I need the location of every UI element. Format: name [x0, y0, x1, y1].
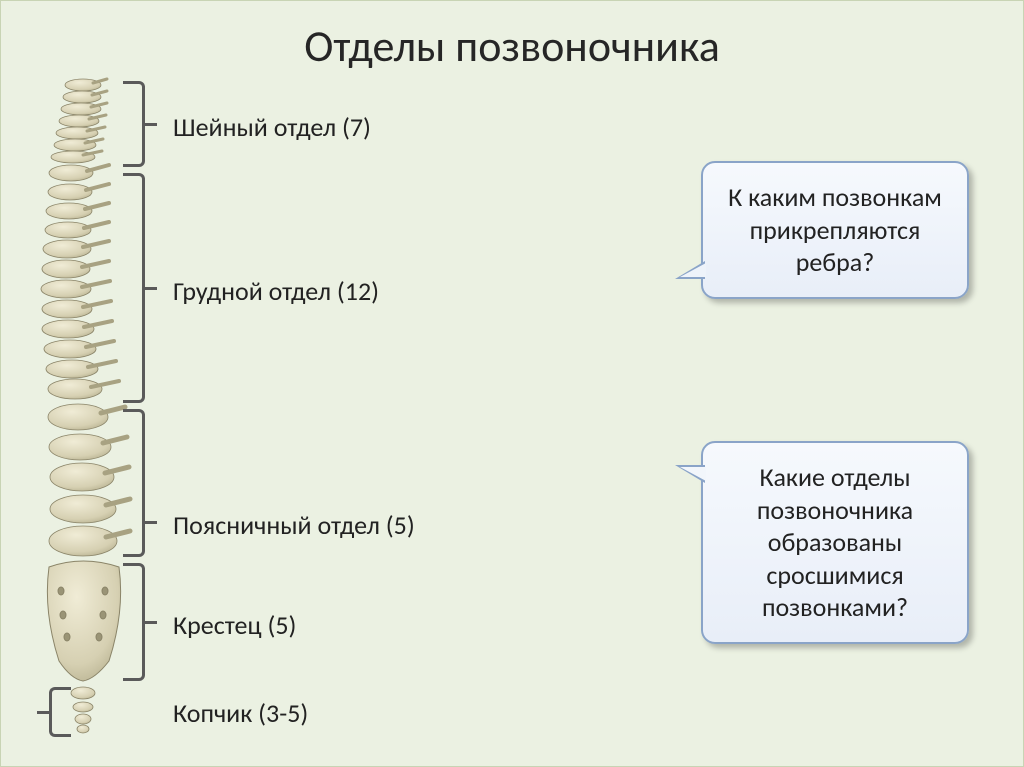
- bracket-coccyx: [49, 687, 71, 737]
- bracket-nub-sacrum: [145, 621, 157, 624]
- bracket-thoracic: [123, 173, 145, 403]
- label-sacrum: Крестец (5): [173, 609, 296, 641]
- bracket-sacrum: [123, 563, 145, 681]
- callout-fused-question: Какие отделы позвоночника образованы сро…: [701, 441, 969, 644]
- callout-text: К каким позвонкам прикрепляются ребра?: [728, 181, 942, 278]
- bracket-cervical: [123, 81, 145, 167]
- label-lumbar: Поясничный отдел (5): [173, 509, 415, 541]
- bracket-nub-lumbar: [145, 521, 157, 524]
- bracket-nub-coccyx: [37, 711, 49, 714]
- label-thoracic: Грудной отдел (12): [173, 275, 379, 307]
- label-coccyx: Копчик (3-5): [173, 697, 308, 729]
- page-title: Отделы позвоночника: [1, 19, 1023, 73]
- callout-ribs-question: К каким позвонкам прикрепляются ребра?: [701, 161, 969, 299]
- bracket-nub-thoracic: [145, 287, 157, 290]
- callout-text: Какие отделы позвоночника образованы сро…: [757, 461, 913, 623]
- bracket-nub-cervical: [145, 123, 157, 126]
- callout-tail-icon: [680, 467, 706, 481]
- label-cervical: Шейный отдел (7): [173, 111, 371, 143]
- callout-tail-icon: [680, 263, 706, 277]
- bracket-lumbar: [123, 409, 145, 557]
